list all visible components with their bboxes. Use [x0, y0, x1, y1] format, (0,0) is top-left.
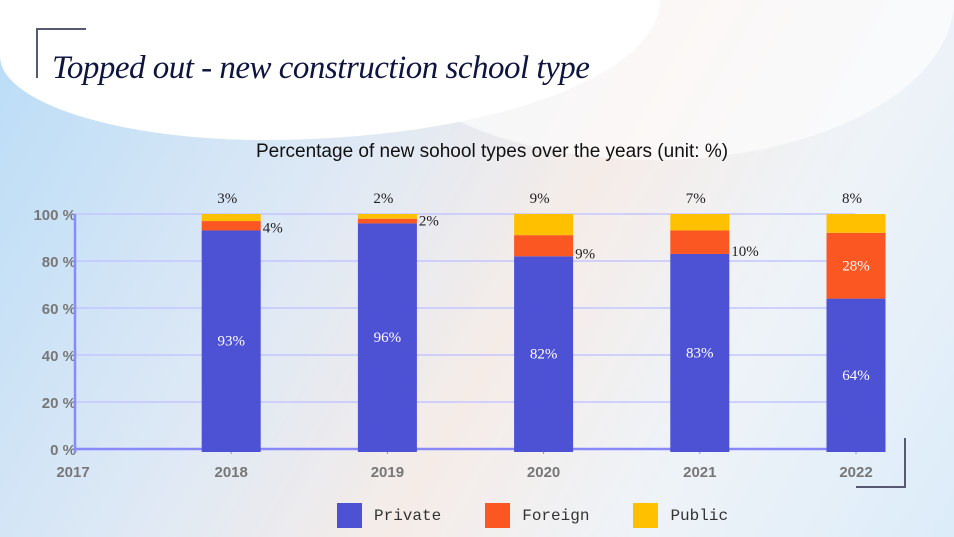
bar-private-2020: [514, 256, 574, 452]
y-tick-label: 60 %: [42, 301, 76, 318]
bar-private-2018: [201, 230, 261, 452]
bar-foreign-2020: [514, 235, 574, 257]
legend-item-private[interactable]: Private: [337, 503, 441, 528]
data-label: 96%: [374, 330, 402, 346]
legend-swatch-public: [633, 503, 659, 528]
legend-swatch-foreign: [485, 503, 511, 528]
y-tick-label: 0 %: [50, 442, 76, 459]
data-label: 9%: [530, 191, 550, 207]
data-label: 8%: [842, 191, 862, 207]
legend-swatch-private: [337, 503, 362, 528]
legend: Private Foreign Public: [337, 503, 728, 528]
bar-private-2021: [670, 253, 730, 452]
x-tick-label: 2019: [371, 464, 404, 481]
bar-public-2021: [670, 214, 730, 231]
corner-bracket-bottom-right: [856, 438, 906, 488]
data-label: 28%: [842, 259, 870, 275]
corner-bracket-top-left: [36, 28, 86, 78]
bar-foreign-2022: [826, 232, 886, 299]
data-label: 64%: [842, 368, 870, 384]
legend-label: Public: [670, 506, 729, 525]
bar-foreign-2018: [201, 221, 261, 231]
legend-item-foreign[interactable]: Foreign: [485, 503, 589, 528]
slide-title: Topped out - new construction school typ…: [52, 50, 590, 86]
data-label: 82%: [530, 347, 558, 363]
x-tick-label: 2018: [215, 464, 248, 481]
y-tick-label: 40 %: [42, 348, 76, 365]
x-tick-label: 2017: [56, 464, 89, 481]
legend-label: Private: [374, 506, 442, 525]
bar-private-2019: [357, 223, 417, 452]
data-label: 7%: [686, 191, 706, 207]
bar-public-2020: [514, 214, 574, 236]
x-tick-label: 2022: [839, 464, 872, 481]
data-label: 3%: [217, 191, 237, 207]
x-tick-label: 2020: [527, 464, 560, 481]
y-tick-label: 20 %: [42, 395, 76, 412]
data-label: 9%: [575, 246, 595, 262]
data-label: 2%: [419, 213, 439, 229]
bar-public-2019: [357, 214, 417, 219]
bar-foreign-2019: [357, 218, 417, 224]
legend-item-public[interactable]: Public: [633, 503, 728, 528]
legend-label: Foreign: [522, 506, 590, 525]
bar-private-2022: [826, 298, 886, 452]
bar-public-2018: [201, 214, 261, 222]
data-label: 93%: [217, 334, 245, 350]
data-label: 4%: [263, 220, 283, 236]
y-tick-label: 80 %: [42, 254, 76, 271]
y-tick-label: 100 %: [33, 207, 76, 224]
data-label: 83%: [686, 345, 714, 361]
data-label: 10%: [731, 244, 759, 260]
x-tick-label: 2021: [683, 464, 716, 481]
bar-public-2022: [826, 214, 886, 233]
bar-foreign-2021: [670, 230, 730, 254]
data-label: 2%: [373, 191, 393, 207]
chart-title: Percentage of new sohool types over the …: [255, 141, 729, 162]
